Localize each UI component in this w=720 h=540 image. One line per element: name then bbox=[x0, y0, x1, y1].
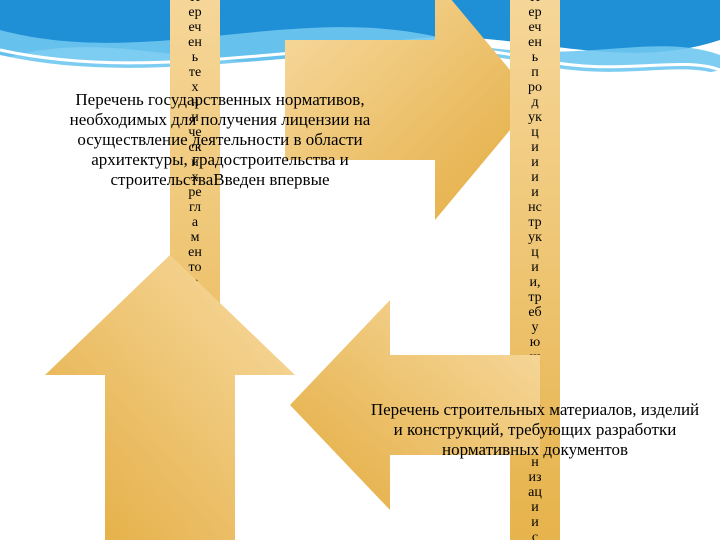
arrow-up bbox=[45, 255, 295, 540]
slide-stage: Перечень технических регламентов по безо… bbox=[0, 0, 720, 540]
paragraph-top: Перечень государственных нормативов, нео… bbox=[30, 90, 410, 190]
paragraph-bottom: Перечень строительных материалов, издели… bbox=[370, 400, 700, 460]
